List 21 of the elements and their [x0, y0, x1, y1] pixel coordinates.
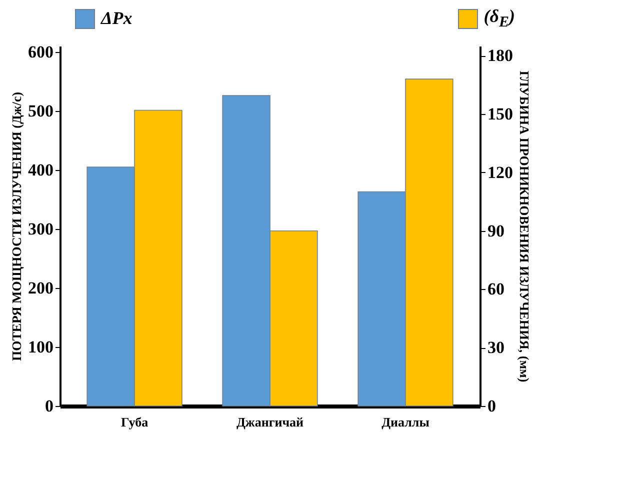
y2-tick-label: 90 [488, 220, 504, 240]
x-tick-label: Диаллы [382, 414, 430, 430]
y2-tick-label: 60 [488, 279, 504, 298]
x-tick-label: Джангичай [236, 414, 304, 430]
y-tick-label: 100 [28, 337, 54, 356]
y-axis-title: ПОТЕРЯ МОЩНОСТИ ИЗЛУЧЕНИЯ (Дж/с) [9, 92, 24, 361]
y-tick-label: 600 [28, 42, 54, 61]
y2-tick-label: 120 [488, 162, 513, 182]
y2-tick-label: 30 [488, 338, 504, 357]
y2-tick-label: 0 [488, 396, 496, 416]
y-tick-label: 400 [28, 160, 54, 180]
y-tick-label: 300 [28, 219, 54, 238]
y-tick-label: 500 [28, 101, 54, 120]
y-tick-label: 200 [28, 278, 54, 298]
y2-axis-title: ГЛУБИНА ПРОНИКНОВЕНИЯ ИЗЛУЧЕНИЯ, (мм) [517, 70, 532, 382]
x-tick-label: Губа [120, 414, 149, 430]
y-tick-label: 0 [45, 396, 54, 416]
y2-tick-label: 180 [488, 46, 513, 65]
legend-label: ΔPx [101, 8, 132, 30]
legend-label: (δ$_{E}$) [484, 6, 515, 32]
y2-tick-label: 150 [488, 104, 513, 124]
